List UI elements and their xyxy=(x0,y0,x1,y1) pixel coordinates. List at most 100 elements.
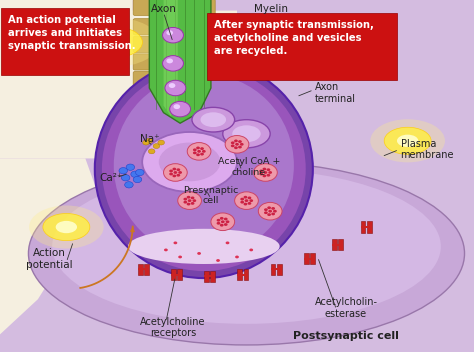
Circle shape xyxy=(211,213,235,231)
Circle shape xyxy=(247,196,251,199)
FancyBboxPatch shape xyxy=(133,0,215,15)
Bar xyxy=(237,269,242,280)
FancyBboxPatch shape xyxy=(1,8,129,75)
Text: Action
potential: Action potential xyxy=(27,248,73,270)
Circle shape xyxy=(193,149,197,151)
Circle shape xyxy=(173,171,177,174)
Circle shape xyxy=(240,198,244,201)
Bar xyxy=(361,226,372,228)
Circle shape xyxy=(148,149,155,154)
Circle shape xyxy=(240,143,244,146)
Circle shape xyxy=(271,207,275,210)
Polygon shape xyxy=(164,0,178,116)
Bar xyxy=(171,274,182,276)
Circle shape xyxy=(193,151,197,154)
Circle shape xyxy=(121,175,130,181)
Circle shape xyxy=(200,153,204,156)
Circle shape xyxy=(191,202,194,205)
Circle shape xyxy=(226,220,229,223)
Bar xyxy=(338,239,343,250)
Circle shape xyxy=(173,168,176,170)
Text: Postsynaptic cell: Postsynaptic cell xyxy=(293,331,399,341)
Ellipse shape xyxy=(43,213,90,241)
Circle shape xyxy=(176,174,180,177)
Circle shape xyxy=(183,198,187,201)
Circle shape xyxy=(178,256,182,258)
Bar xyxy=(204,271,209,282)
Circle shape xyxy=(187,203,191,206)
Ellipse shape xyxy=(52,169,441,324)
Circle shape xyxy=(196,153,200,156)
Circle shape xyxy=(216,259,220,262)
Circle shape xyxy=(178,192,201,209)
Circle shape xyxy=(217,219,220,222)
Ellipse shape xyxy=(29,206,104,249)
Circle shape xyxy=(164,249,168,251)
Circle shape xyxy=(224,218,228,220)
Bar xyxy=(244,269,248,280)
Circle shape xyxy=(173,241,177,244)
Circle shape xyxy=(187,143,211,160)
Circle shape xyxy=(235,143,239,146)
FancyBboxPatch shape xyxy=(133,19,215,35)
Bar xyxy=(271,268,282,270)
Circle shape xyxy=(249,249,253,251)
Circle shape xyxy=(263,175,266,177)
Ellipse shape xyxy=(192,107,235,132)
Ellipse shape xyxy=(102,67,306,271)
Circle shape xyxy=(225,136,249,153)
Circle shape xyxy=(247,202,251,205)
Circle shape xyxy=(165,80,186,96)
Circle shape xyxy=(224,223,228,226)
Polygon shape xyxy=(0,0,237,158)
Circle shape xyxy=(197,150,201,153)
Circle shape xyxy=(259,172,263,175)
Circle shape xyxy=(268,210,272,213)
FancyBboxPatch shape xyxy=(133,71,215,88)
Ellipse shape xyxy=(384,127,431,154)
Text: Acetyl CoA +
choline: Acetyl CoA + choline xyxy=(218,157,280,177)
Circle shape xyxy=(187,196,191,199)
Circle shape xyxy=(220,217,224,220)
Circle shape xyxy=(158,140,164,145)
Circle shape xyxy=(221,220,225,223)
Circle shape xyxy=(191,196,194,199)
Ellipse shape xyxy=(95,60,313,278)
Text: Axon: Axon xyxy=(151,4,176,14)
Bar xyxy=(177,269,182,280)
Circle shape xyxy=(235,192,258,209)
Circle shape xyxy=(231,144,235,147)
FancyBboxPatch shape xyxy=(207,13,397,80)
Circle shape xyxy=(166,30,173,35)
Circle shape xyxy=(271,213,275,215)
Ellipse shape xyxy=(85,27,142,58)
Circle shape xyxy=(163,27,183,43)
Bar xyxy=(310,253,315,264)
Circle shape xyxy=(200,147,204,150)
Ellipse shape xyxy=(56,221,77,233)
Circle shape xyxy=(235,256,239,258)
Bar xyxy=(171,269,176,280)
Bar xyxy=(204,275,215,277)
Circle shape xyxy=(240,201,244,203)
Bar xyxy=(138,268,149,270)
Bar xyxy=(277,264,282,275)
Bar xyxy=(361,221,365,233)
Circle shape xyxy=(244,203,247,206)
Circle shape xyxy=(267,213,271,216)
Circle shape xyxy=(176,168,180,171)
Text: Plasma
membrane: Plasma membrane xyxy=(401,139,454,161)
Circle shape xyxy=(273,210,277,213)
Circle shape xyxy=(254,164,277,181)
Polygon shape xyxy=(149,0,211,123)
Ellipse shape xyxy=(232,125,261,142)
Circle shape xyxy=(192,199,196,202)
Circle shape xyxy=(231,142,235,144)
Circle shape xyxy=(258,202,282,220)
Circle shape xyxy=(169,83,175,88)
Polygon shape xyxy=(0,158,104,352)
Circle shape xyxy=(197,252,201,255)
Circle shape xyxy=(259,170,263,172)
Ellipse shape xyxy=(128,229,280,264)
Circle shape xyxy=(266,174,270,177)
